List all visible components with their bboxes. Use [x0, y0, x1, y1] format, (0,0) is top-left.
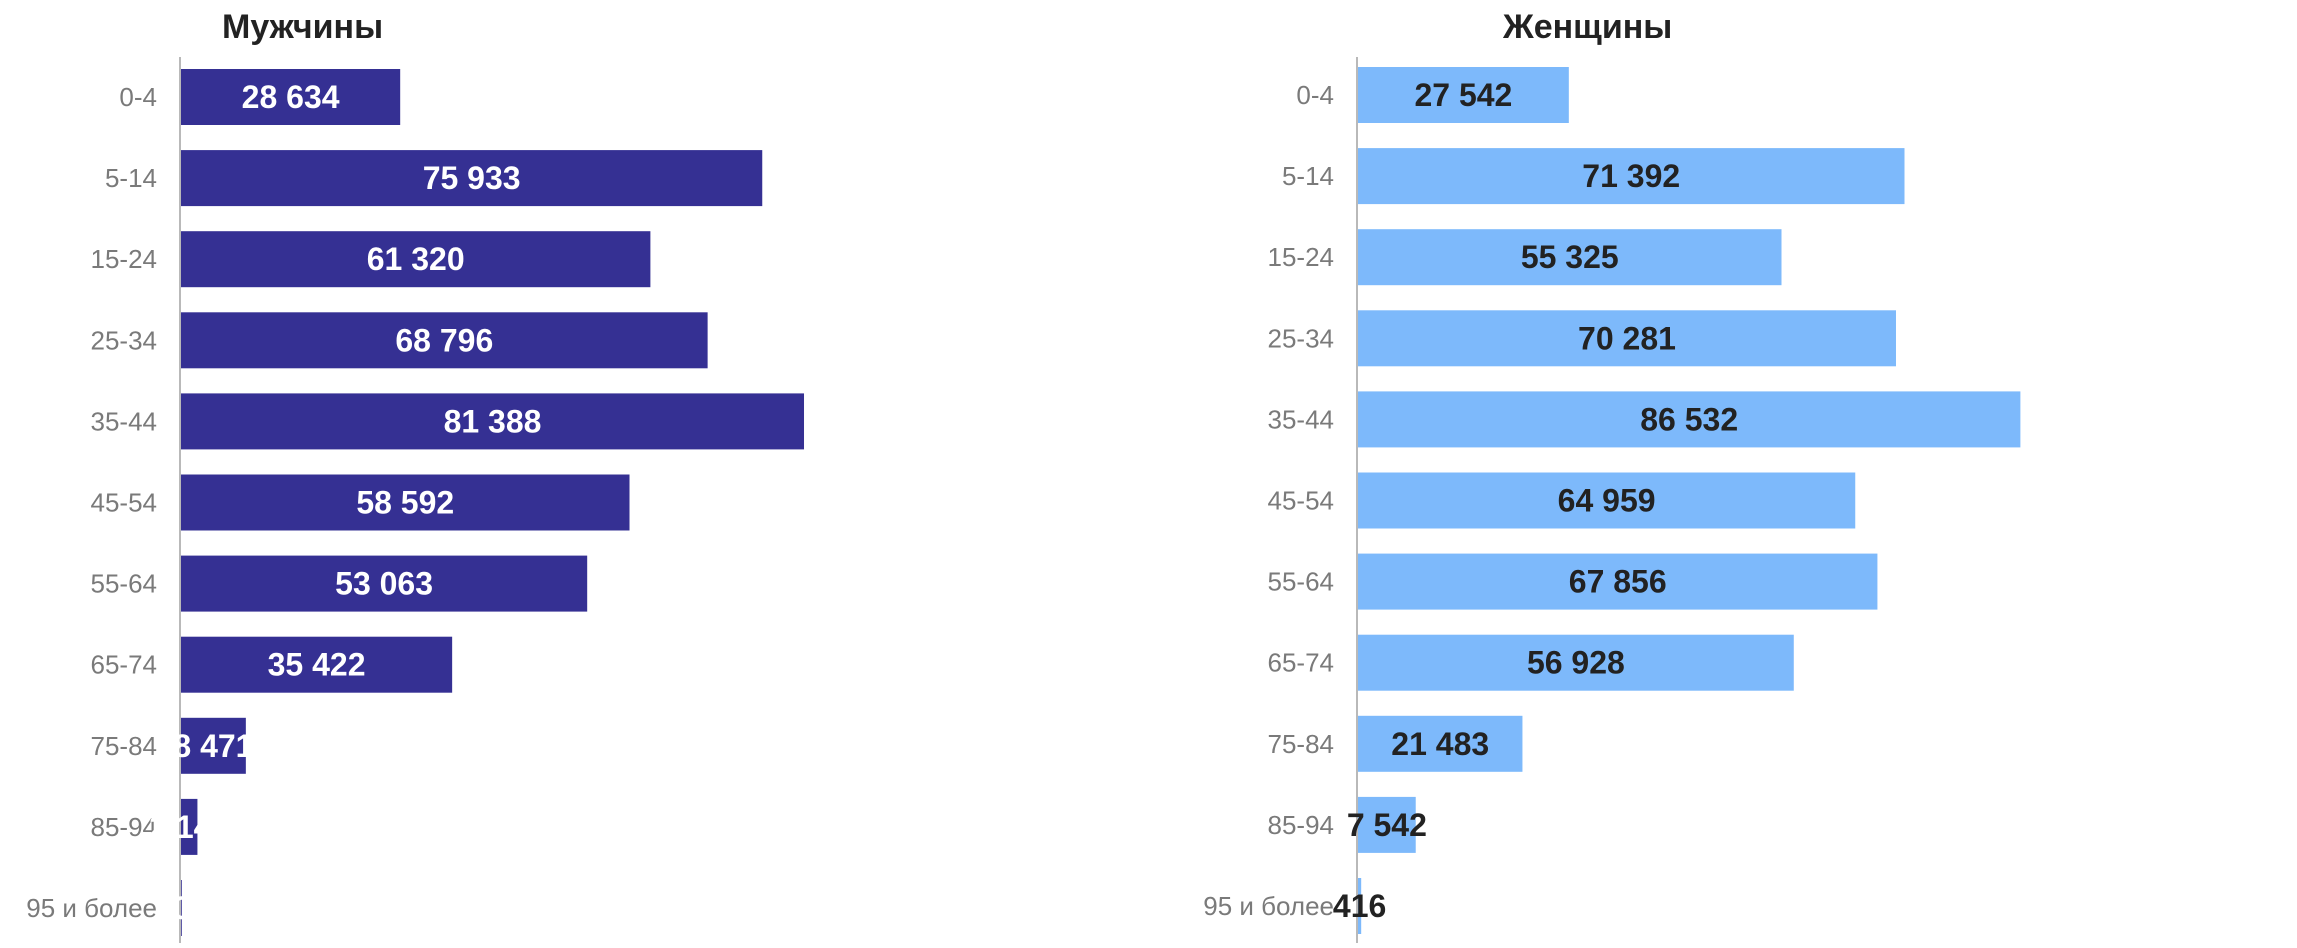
women-category-label: 45-54 — [1268, 486, 1335, 516]
men-bar — [181, 555, 588, 612]
men-bar — [181, 69, 401, 125]
women-bar-value-label: 55 325 — [1521, 239, 1619, 275]
women-category-label: 95 и более — [1203, 891, 1334, 921]
women-bar-value-label: 70 281 — [1578, 320, 1676, 356]
men-bar-value-label: 8 471 — [173, 728, 253, 764]
women-category-label: 0-4 — [1296, 80, 1334, 110]
women-category-label: 75-84 — [1268, 729, 1335, 759]
women-bar — [1358, 634, 1794, 691]
men-bar-value-label: 61 320 — [367, 241, 465, 277]
women-bar — [1358, 878, 1362, 934]
men-bar-value-label: 75 933 — [423, 160, 521, 196]
women-bar-value-label: 86 532 — [1640, 401, 1738, 437]
women-bar-value-label: 67 856 — [1569, 564, 1667, 600]
women-bar — [1358, 310, 1896, 367]
women-category-label: 55-64 — [1268, 567, 1335, 597]
men-category-label: 75-84 — [91, 731, 158, 761]
men-bar-value-label: 28 634 — [242, 79, 340, 115]
men-bar-value-label: 68 796 — [395, 322, 493, 358]
men-bar-value-label: 2 146 — [149, 809, 229, 845]
women-category-label: 35-44 — [1268, 404, 1335, 434]
women-bar — [1358, 715, 1523, 772]
men-bar-value-label: 53 063 — [335, 566, 433, 602]
women-category-label: 65-74 — [1268, 648, 1335, 678]
men-category-label: 95 и более — [26, 893, 157, 923]
men-bar — [181, 150, 763, 207]
men-category-label: 55-64 — [91, 569, 158, 599]
women-bar-value-label: 7 542 — [1347, 807, 1427, 843]
women-bar-value-label: 56 928 — [1527, 645, 1625, 681]
women-bar — [1358, 796, 1416, 853]
men-panel: Мужчины 0-4 28 634 5-14 75 933 15-24 61 320 25-… — [26, 8, 805, 943]
men-category-label: 5-14 — [105, 163, 157, 193]
women-bar-value-label: 27 542 — [1414, 77, 1512, 113]
men-category-label: 45-54 — [91, 488, 158, 518]
women-panel-title: Женщины — [1502, 8, 1672, 46]
women-bar-value-label: 64 959 — [1558, 483, 1656, 519]
women-bar — [1358, 67, 1569, 123]
women-bar — [1358, 229, 1782, 286]
men-bar — [181, 231, 651, 288]
men-category-label: 25-34 — [91, 325, 158, 355]
men-panel-title: Мужчины — [222, 8, 383, 46]
men-category-label: 35-44 — [91, 406, 158, 436]
men-category-label: 85-94 — [91, 812, 158, 842]
men-bar — [181, 880, 182, 936]
women-bar-value-label: 416 — [1333, 888, 1386, 924]
women-category-label: 15-24 — [1268, 242, 1335, 272]
women-panel: Женщины 0-4 27 542 5-14 71 392 15-24 55 325 25-… — [1203, 8, 2021, 943]
women-category-label: 5-14 — [1282, 161, 1334, 191]
men-category-label: 15-24 — [91, 244, 158, 274]
men-bar — [181, 312, 708, 369]
men-bar-value-label: 35 422 — [268, 647, 366, 683]
women-bar — [1358, 472, 1856, 529]
women-bar — [1358, 148, 1905, 205]
men-category-label: 65-74 — [91, 650, 158, 680]
women-category-label: 85-94 — [1268, 810, 1335, 840]
women-category-label: 25-34 — [1268, 323, 1335, 353]
men-bar — [181, 798, 198, 855]
women-bar-value-label: 71 392 — [1582, 158, 1680, 194]
women-bar — [1358, 553, 1878, 610]
men-bar-value-label: 58 592 — [356, 485, 454, 521]
women-bar — [1358, 391, 2021, 448]
men-bar — [181, 636, 453, 693]
men-bar-value-label: 81 388 — [444, 403, 542, 439]
men-category-label: 0-4 — [119, 82, 157, 112]
men-bar — [181, 474, 630, 531]
men-bar — [181, 717, 246, 774]
women-bar-value-label: 21 483 — [1391, 726, 1489, 762]
men-bar-value-label: 104 — [155, 890, 209, 926]
men-bar — [181, 393, 805, 450]
